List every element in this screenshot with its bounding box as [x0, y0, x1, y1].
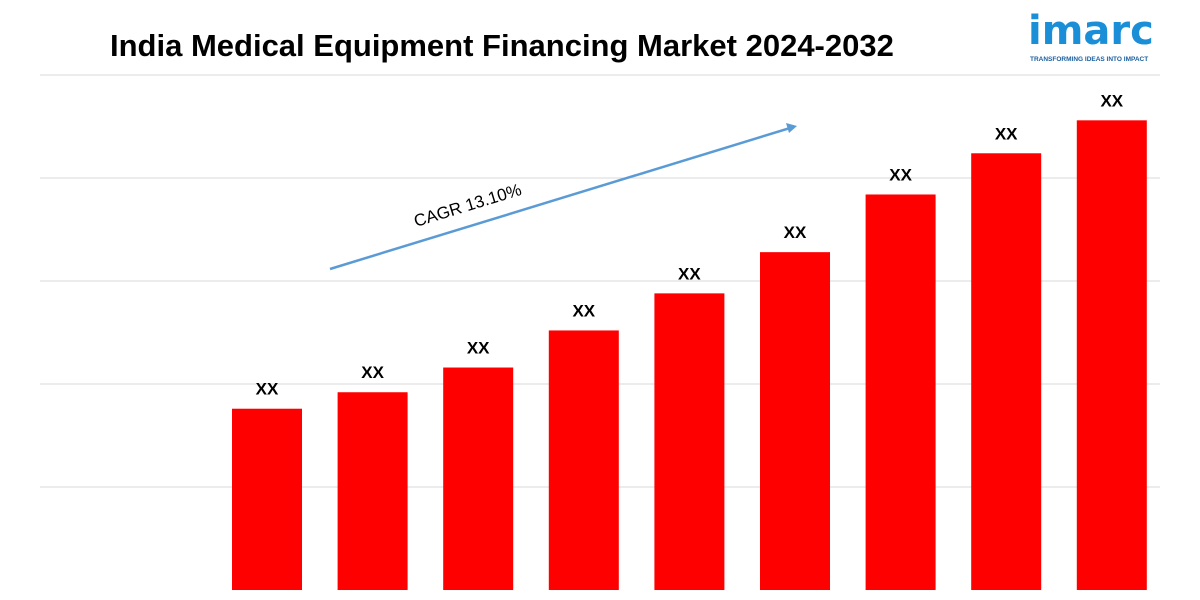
- bar-2031: [971, 153, 1042, 590]
- bar-2030: [865, 194, 936, 591]
- bar-2025: [337, 392, 408, 590]
- data-label-2026: XX: [467, 339, 490, 358]
- data-label-2025: XX: [361, 363, 384, 382]
- x-tick-2024: 2024: [248, 597, 286, 600]
- x-tick-2031: 2031: [987, 597, 1025, 600]
- data-label-2024: XX: [256, 380, 279, 399]
- bar-2029: [760, 252, 830, 590]
- bar-2027: [548, 330, 619, 590]
- x-tick-labels: 2024 2025 2026 2027 2028 2029 2030 2031 2032: [248, 597, 1131, 600]
- data-label-2030: XX: [889, 165, 912, 184]
- bar-2024: [232, 408, 302, 590]
- bar-2026: [443, 367, 514, 590]
- bar-2028: [654, 293, 725, 590]
- x-tick-2029: 2029: [776, 597, 814, 600]
- x-tick-2030: 2030: [882, 597, 920, 600]
- bar-2032: [1076, 120, 1147, 590]
- x-tick-2028: 2028: [670, 597, 708, 600]
- x-tick-2032: 2032: [1093, 597, 1131, 600]
- cagr-label: CAGR 13.10%: [412, 180, 524, 231]
- cagr-arrow: [329, 126, 791, 271]
- cagr-annotation: CAGR 13.10%: [329, 123, 797, 271]
- logo-tagline: TRANSFORMING IDEAS INTO IMPACT: [1030, 56, 1149, 63]
- data-label-2027: XX: [572, 301, 595, 320]
- logo-wordmark: imarc: [1028, 8, 1154, 54]
- data-label-2031: XX: [995, 124, 1018, 143]
- x-tick-2026: 2026: [459, 597, 497, 600]
- bars: [232, 120, 1147, 591]
- x-tick-2025: 2025: [354, 597, 392, 600]
- chart-title: India Medical Equipment Financing Market…: [110, 28, 894, 63]
- data-label-2029: XX: [784, 223, 807, 242]
- cagr-arrow-head: [786, 123, 797, 133]
- data-label-2032: XX: [1100, 91, 1123, 110]
- data-label-2028: XX: [678, 264, 701, 283]
- data-labels: XX XX XX XX XX XX XX XX XX: [256, 91, 1124, 398]
- x-tick-2027: 2027: [565, 597, 603, 600]
- imarc-logo: imarc TRANSFORMING IDEAS INTO IMPACT: [1028, 8, 1158, 70]
